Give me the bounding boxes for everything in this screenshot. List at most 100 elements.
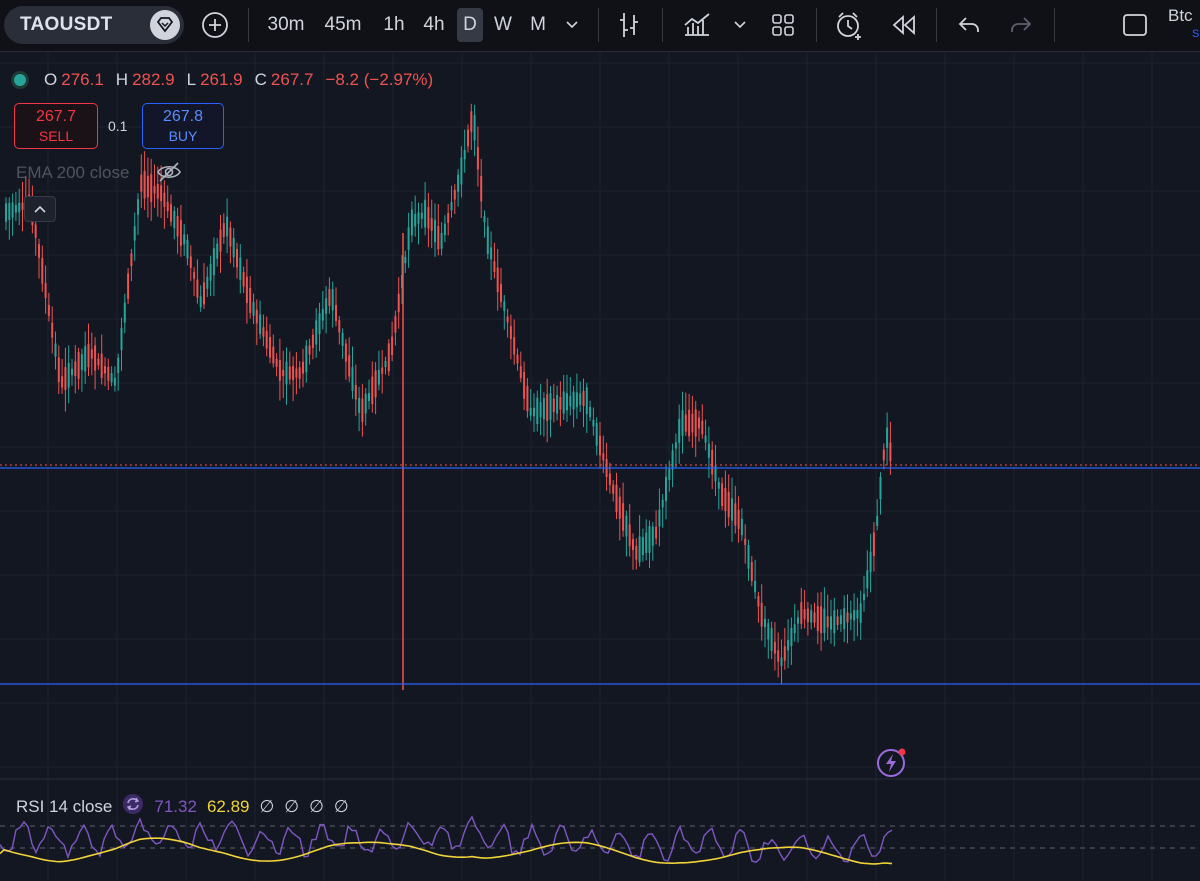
candle-body [269, 337, 271, 358]
candle-body [71, 368, 73, 376]
candle-body [641, 537, 644, 556]
low-value: 261.9 [200, 70, 243, 89]
symbol-search-button[interactable]: TAOUSDT [4, 6, 184, 44]
candle-body [526, 385, 529, 412]
chevron-down-icon[interactable] [728, 8, 752, 42]
candle-body [694, 409, 697, 437]
candle-body [714, 466, 717, 482]
candle-body [130, 253, 133, 267]
candle-body [358, 397, 361, 413]
ema-indicator-label[interactable]: EMA 200 close [16, 163, 130, 182]
chevron-down-icon[interactable] [560, 8, 584, 42]
timeframe-d[interactable]: D [457, 8, 483, 42]
replay-icon[interactable] [888, 8, 920, 42]
candle-body [503, 301, 506, 311]
fullscreen-icon[interactable] [1118, 8, 1152, 42]
candle-body [595, 423, 598, 446]
candle-body [212, 248, 215, 276]
candle-body [764, 618, 766, 628]
candlestick-series [5, 103, 892, 690]
candle-body [331, 289, 334, 311]
timeframe-4h[interactable]: 4h [423, 14, 445, 35]
candle-body [265, 330, 268, 349]
account-label[interactable]: Btc [1168, 6, 1193, 25]
candle-body [321, 309, 324, 321]
candle-body [259, 314, 262, 334]
candle-body [318, 313, 321, 335]
candle-body [585, 387, 588, 414]
buy-button[interactable]: 267.8 BUY [142, 103, 224, 149]
candle-body [698, 417, 700, 429]
candle-body [424, 199, 427, 228]
candle-body [757, 596, 760, 607]
null-value: ∅ [284, 796, 300, 816]
timeframe-1h[interactable]: 1h [383, 14, 405, 35]
candle-body [608, 473, 611, 485]
bar-type-icon[interactable] [614, 8, 644, 42]
candle-body [671, 450, 674, 470]
candle-body [348, 355, 351, 377]
chevron-up-icon[interactable] [24, 196, 56, 222]
candle-body [344, 343, 347, 362]
candle-body [803, 609, 806, 620]
candle-body [856, 610, 859, 619]
candle-body [295, 368, 298, 378]
candle-body [866, 570, 869, 589]
timeframe-30m[interactable]: 30m [267, 14, 305, 35]
candle-body [701, 420, 704, 435]
undo-icon[interactable] [954, 8, 984, 42]
candle-body [437, 225, 440, 250]
rsi-label[interactable]: RSI 14 close [16, 796, 113, 816]
candle-body [846, 612, 849, 623]
quantity-value[interactable]: 0.1 [108, 118, 128, 134]
candle-body [189, 256, 192, 268]
candle-body [816, 606, 819, 632]
candle-body [262, 327, 265, 337]
candle-body [773, 641, 776, 654]
candle-body [153, 185, 156, 194]
candle-body [255, 309, 258, 324]
refresh-icon[interactable] [122, 793, 144, 820]
indicators-icon[interactable] [680, 8, 714, 42]
toolbar-separator [1054, 8, 1055, 42]
timeframe-m[interactable]: M [530, 14, 546, 35]
layout-icon[interactable] [768, 8, 798, 42]
candle-body [219, 229, 222, 252]
candle-body [110, 373, 113, 383]
candle-body [668, 468, 671, 481]
open-value: 276.1 [61, 70, 104, 89]
candle-body [691, 413, 694, 433]
candle-body [496, 267, 499, 293]
price-chart[interactable] [0, 53, 1200, 881]
candle-body [292, 365, 295, 381]
buy-label: BUY [168, 128, 198, 144]
candle-body [140, 174, 143, 192]
candle-body [226, 216, 229, 237]
candle-body [602, 453, 605, 461]
candle-body [387, 343, 390, 372]
candle-body [806, 608, 809, 623]
candle-body [77, 351, 80, 379]
candle-body [879, 476, 882, 500]
flash-icon[interactable] [876, 746, 908, 778]
candle-body [519, 366, 522, 379]
plus-circle-icon[interactable] [198, 8, 232, 42]
rsi-ma-value: 62.89 [206, 796, 250, 816]
sell-button[interactable]: 267.7 SELL [14, 103, 98, 149]
chart-canvas[interactable] [0, 53, 1200, 881]
candle-body [308, 345, 311, 355]
diamond-icon[interactable] [150, 10, 180, 40]
timeframe-45m[interactable]: 45m [324, 14, 362, 35]
eye-off-icon[interactable] [156, 160, 182, 189]
candle-body [288, 366, 291, 380]
candle-body [813, 612, 816, 623]
timeframe-w[interactable]: W [494, 14, 512, 35]
candle-body [163, 192, 166, 207]
candle-body [793, 624, 796, 634]
toolbar-separator [936, 8, 937, 42]
candle-body [711, 449, 714, 475]
alert-icon[interactable] [832, 8, 866, 42]
candle-body [740, 518, 743, 536]
candle-body [381, 367, 384, 374]
redo-icon[interactable] [1006, 8, 1036, 42]
